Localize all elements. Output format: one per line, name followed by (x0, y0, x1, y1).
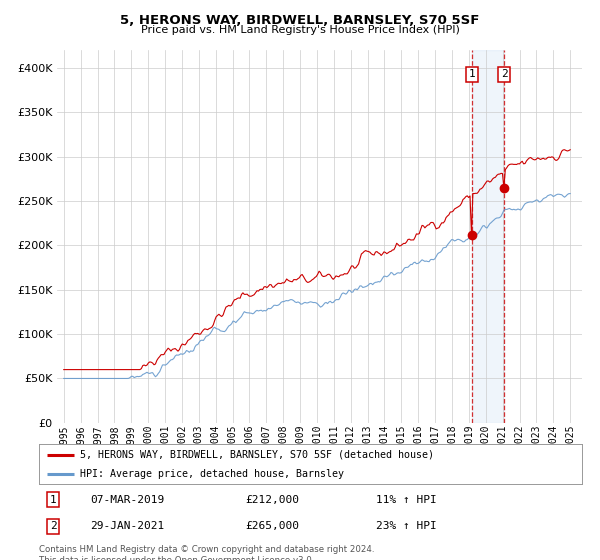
Text: 5, HERONS WAY, BIRDWELL, BARNSLEY, S70 5SF: 5, HERONS WAY, BIRDWELL, BARNSLEY, S70 5… (121, 14, 479, 27)
Text: Price paid vs. HM Land Registry's House Price Index (HPI): Price paid vs. HM Land Registry's House … (140, 25, 460, 35)
Text: 1: 1 (469, 69, 475, 80)
Text: 1: 1 (50, 494, 56, 505)
Bar (472, 50, 504, 423)
Text: £265,000: £265,000 (245, 521, 299, 531)
Text: 07-MAR-2019: 07-MAR-2019 (91, 494, 165, 505)
Text: Contains HM Land Registry data © Crown copyright and database right 2024.
This d: Contains HM Land Registry data © Crown c… (39, 545, 374, 560)
Text: 5, HERONS WAY, BIRDWELL, BARNSLEY, S70 5SF (detached house): 5, HERONS WAY, BIRDWELL, BARNSLEY, S70 5… (80, 450, 434, 460)
Text: 2: 2 (50, 521, 56, 531)
Text: HPI: Average price, detached house, Barnsley: HPI: Average price, detached house, Barn… (80, 469, 344, 478)
Text: 29-JAN-2021: 29-JAN-2021 (91, 521, 165, 531)
Text: 23% ↑ HPI: 23% ↑ HPI (376, 521, 436, 531)
Text: £212,000: £212,000 (245, 494, 299, 505)
Text: 2: 2 (500, 69, 508, 80)
Text: 11% ↑ HPI: 11% ↑ HPI (376, 494, 436, 505)
